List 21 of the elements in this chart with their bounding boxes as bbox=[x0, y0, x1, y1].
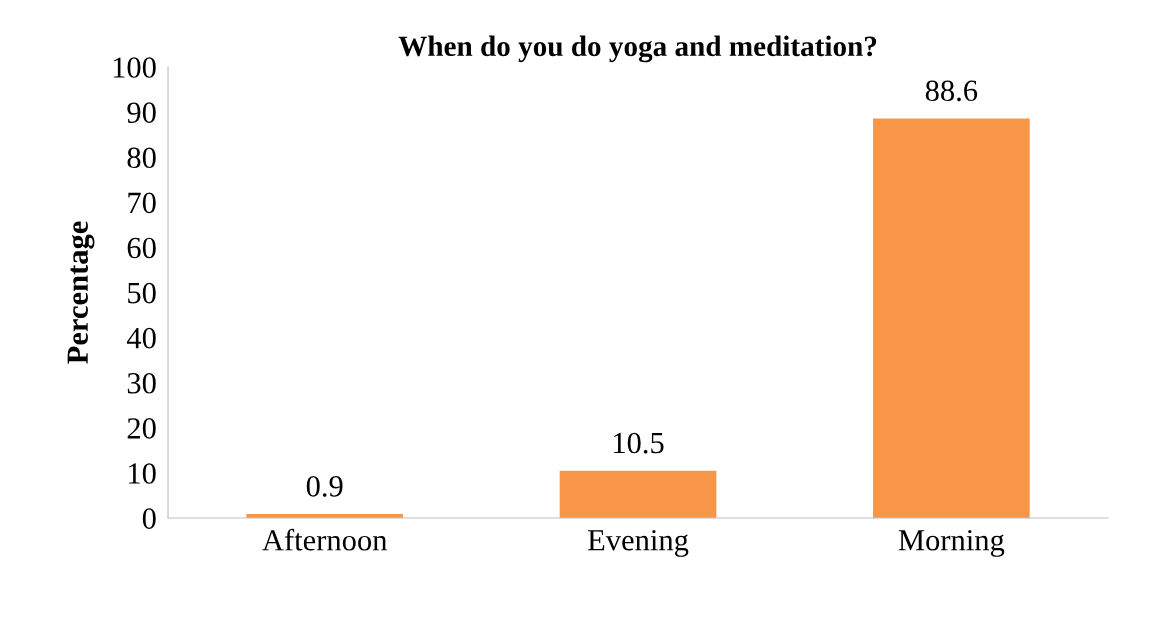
y-axis-title: Percentage bbox=[67, 221, 95, 364]
data-label: 0.9 bbox=[306, 476, 343, 497]
chart-title: When do you do yoga and meditation? bbox=[398, 35, 877, 63]
y-tick-label: 80 bbox=[127, 147, 156, 169]
x-tick-label: Afternoon bbox=[262, 528, 388, 551]
y-tick-label: 60 bbox=[127, 237, 156, 259]
x-tick-label: Evening bbox=[587, 530, 689, 557]
data-label: 88.6 bbox=[925, 80, 978, 102]
y-tick-label: 20 bbox=[127, 418, 156, 439]
y-tick-label: 10 bbox=[129, 463, 156, 484]
y-tick-label: 90 bbox=[127, 102, 156, 123]
x-tick-label: Morning bbox=[898, 530, 1005, 557]
y-tick-label: 50 bbox=[128, 282, 156, 304]
y-tick-label: 30 bbox=[127, 372, 156, 394]
y-tick-label: 0 bbox=[142, 508, 156, 529]
bar bbox=[559, 470, 717, 519]
data-label: 10.5 bbox=[613, 432, 664, 454]
bar bbox=[873, 118, 1030, 519]
y-tick-label: 40 bbox=[126, 327, 156, 349]
y-tick-label: 70 bbox=[128, 192, 156, 214]
y-tick-label: 100 bbox=[113, 57, 156, 78]
